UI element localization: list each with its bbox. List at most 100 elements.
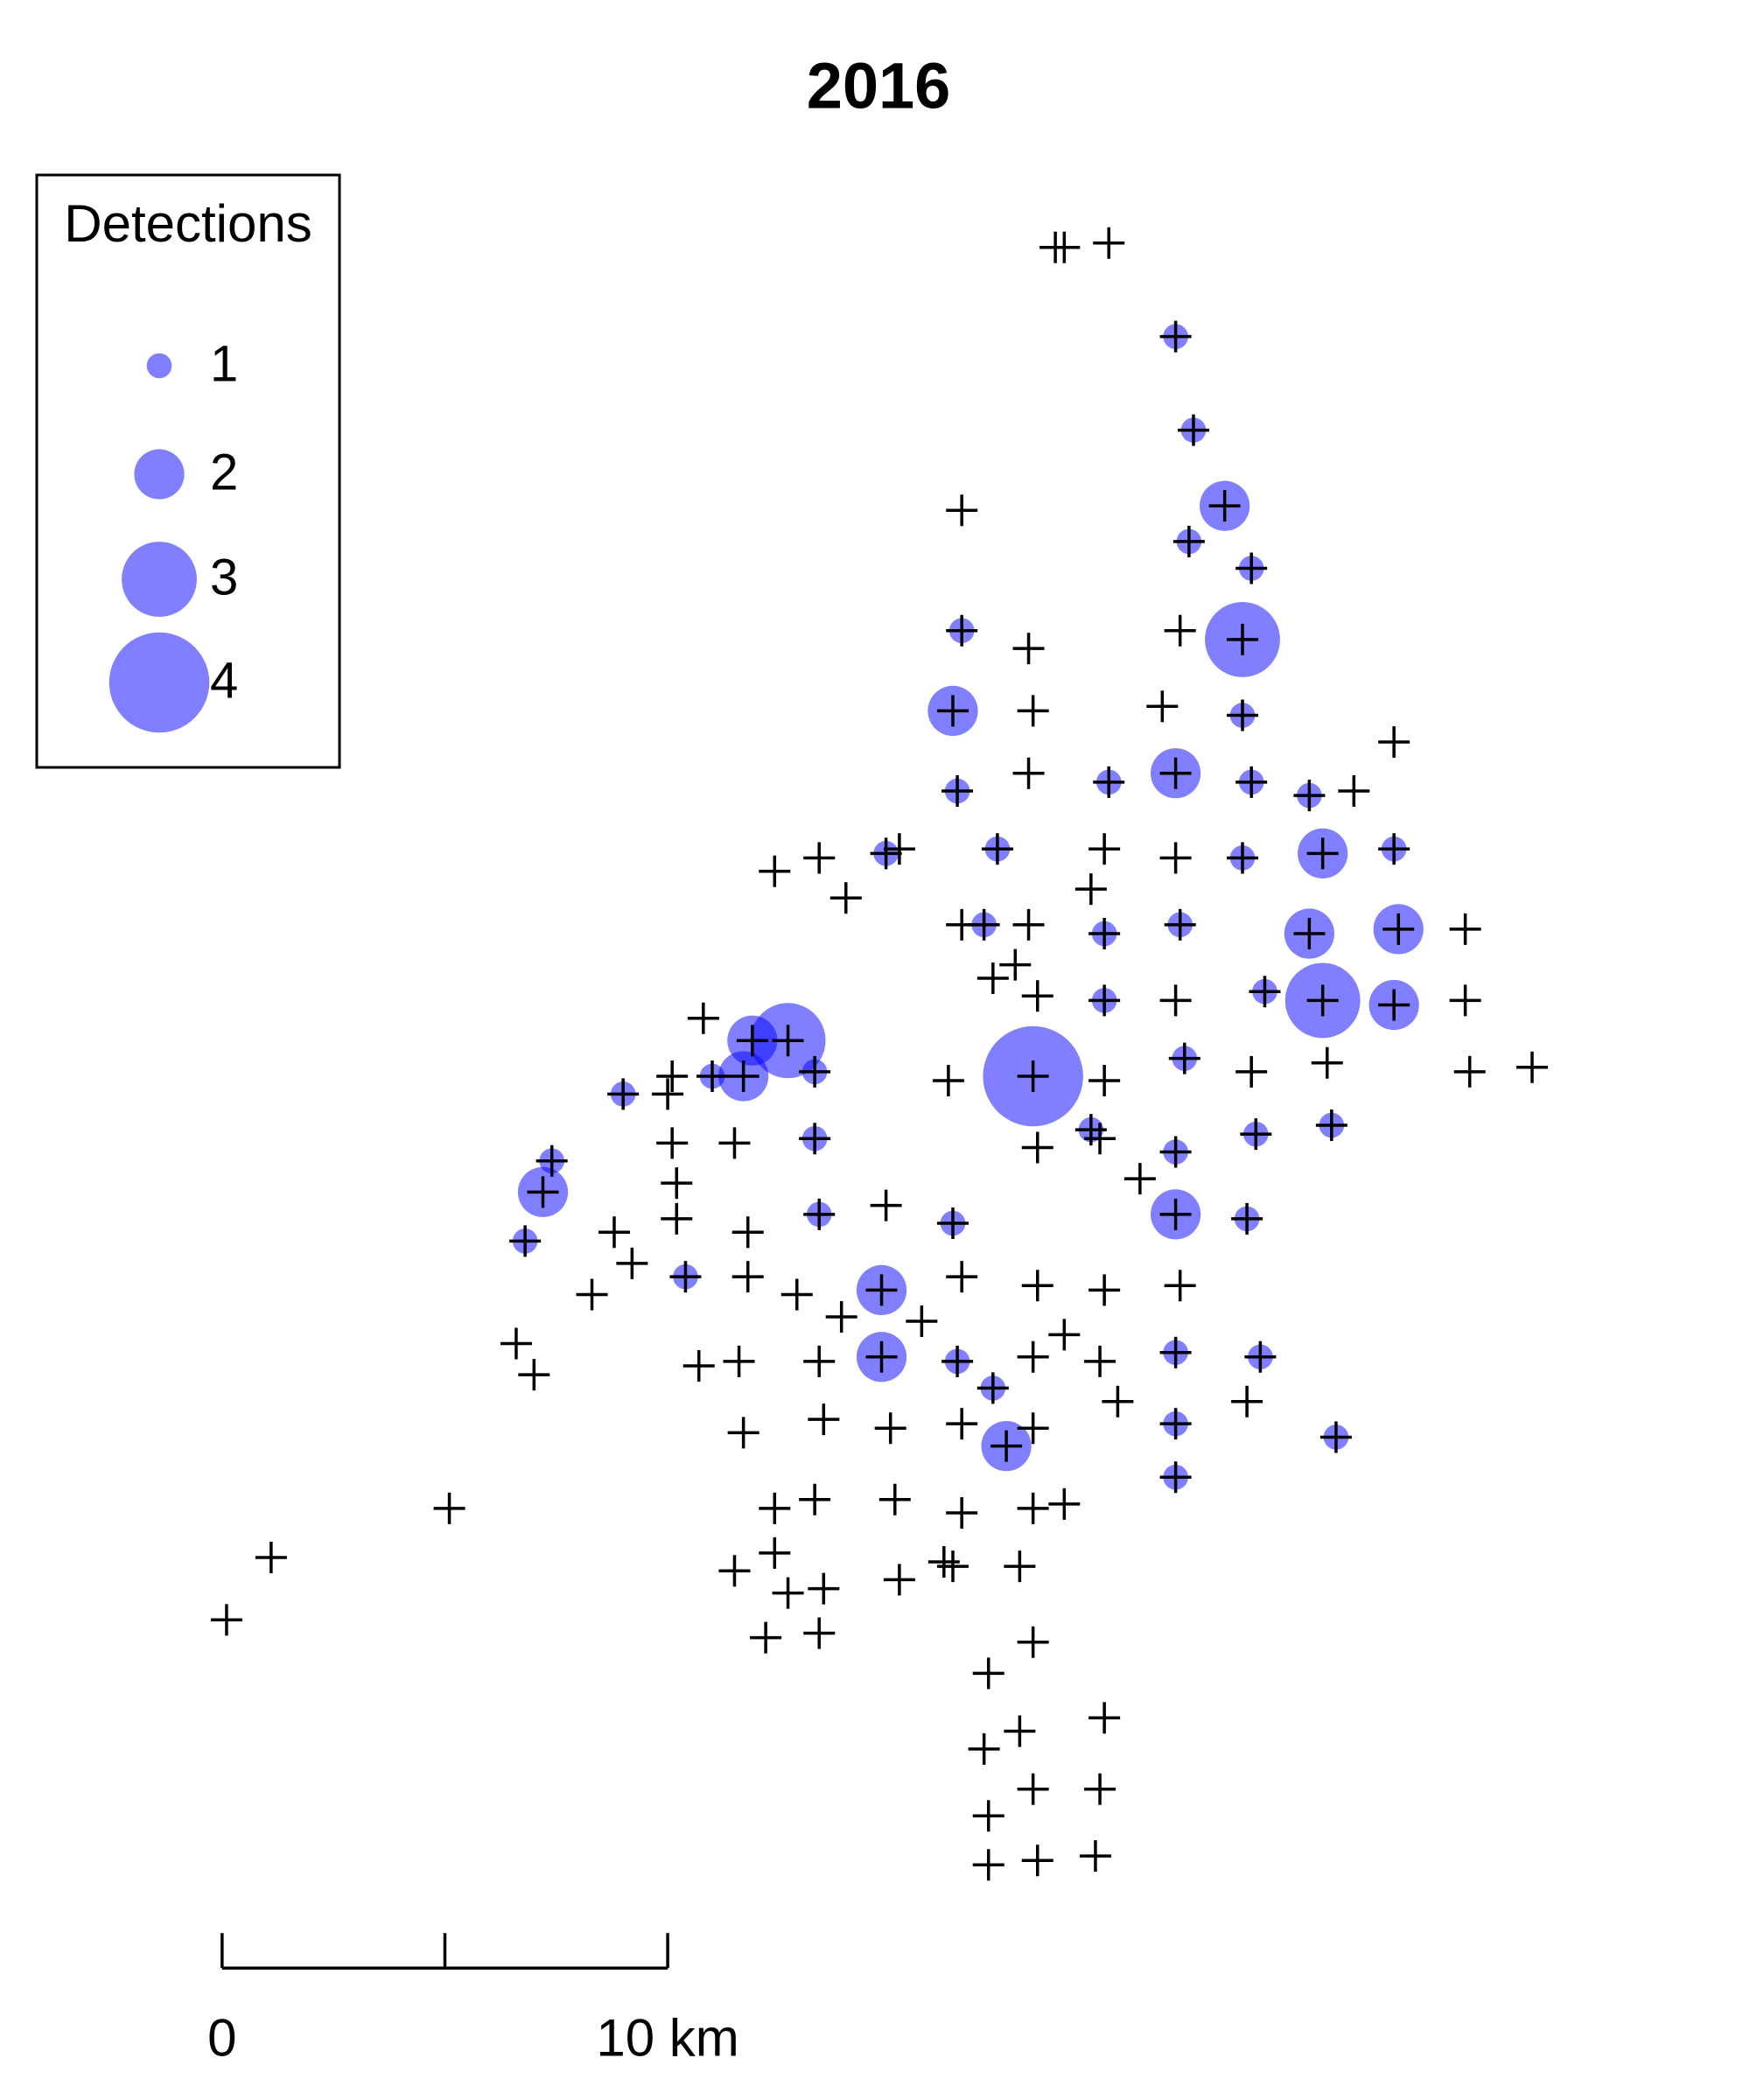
station-cross	[870, 837, 902, 870]
station-cross	[759, 1492, 791, 1524]
station-cross	[990, 1430, 1023, 1462]
station-cross	[936, 1550, 969, 1583]
station-cross	[723, 1345, 755, 1377]
station-cross	[1449, 913, 1481, 945]
station-cross	[1382, 913, 1415, 945]
station-cross	[759, 1536, 791, 1569]
station-cross	[1159, 1136, 1192, 1168]
station-cross	[727, 1060, 760, 1092]
station-cross	[1208, 490, 1241, 522]
station-cross	[1315, 1109, 1348, 1141]
station-cross	[1164, 614, 1196, 647]
station-cross	[1236, 1055, 1268, 1088]
station-cross	[750, 1621, 782, 1654]
station-cross	[883, 833, 915, 865]
station-cross	[527, 1176, 559, 1208]
station-cross	[1088, 984, 1121, 1017]
station-cross	[1012, 633, 1045, 665]
station-cross	[1088, 1274, 1121, 1306]
station-cross	[1021, 1844, 1054, 1877]
station-cross	[972, 1657, 1004, 1690]
station-cross	[652, 1078, 684, 1110]
station-cross	[759, 855, 791, 887]
station-cross	[1146, 690, 1179, 723]
scale-label: 10 km	[596, 2009, 738, 2068]
station-cross	[1048, 1319, 1081, 1351]
station-cross	[1093, 227, 1125, 259]
station-cross	[972, 1800, 1004, 1832]
station-cross	[803, 1345, 836, 1377]
station-cross	[718, 1127, 751, 1159]
station-cross	[972, 1849, 1004, 1881]
station-cross	[1088, 918, 1121, 950]
station-cross	[1226, 699, 1258, 732]
station-cross	[576, 1278, 608, 1311]
station-cross	[1088, 1702, 1121, 1734]
station-cross	[976, 962, 1009, 994]
station-cross	[1249, 976, 1281, 1008]
station-cross	[1017, 1773, 1049, 1805]
station-cross	[883, 1564, 915, 1596]
station-cross	[1012, 908, 1045, 941]
station-cross	[1231, 1202, 1264, 1235]
station-cross	[1040, 231, 1072, 263]
station-cross	[946, 1261, 978, 1293]
station-cross	[1017, 1492, 1049, 1524]
station-cross	[1236, 766, 1268, 798]
station-cross	[518, 1359, 550, 1391]
station-cross	[906, 1306, 938, 1338]
station-cross	[830, 882, 862, 914]
station-cross	[808, 1404, 840, 1436]
station-cross	[981, 833, 1013, 865]
station-cross	[656, 1127, 689, 1159]
station-cross	[772, 1025, 804, 1057]
station-cross	[1004, 1550, 1036, 1583]
station-cross	[1159, 1461, 1192, 1494]
station-cross	[255, 1541, 287, 1573]
station-cross	[870, 1189, 902, 1222]
station-cross	[936, 695, 969, 727]
station-cross	[1159, 320, 1192, 353]
station-cross	[1378, 989, 1410, 1021]
station-cross	[598, 1216, 630, 1249]
station-cross	[1320, 1421, 1352, 1453]
legend-symbol	[146, 353, 172, 379]
station-cross	[942, 1345, 974, 1377]
legend-symbol	[108, 632, 210, 733]
legend-label: 3	[210, 549, 238, 606]
station-cross	[661, 1202, 693, 1235]
station-cross	[1084, 1123, 1116, 1155]
station-cross	[1004, 1715, 1036, 1747]
station-cross	[1017, 1626, 1049, 1658]
station-cross	[1159, 757, 1192, 789]
station-cross	[1236, 552, 1268, 584]
station-cross	[1338, 775, 1370, 808]
station-cross	[669, 1261, 702, 1293]
station-cross	[536, 1144, 568, 1177]
station-cross	[1226, 623, 1258, 655]
station-cross	[1093, 766, 1125, 798]
station-cross	[1021, 1131, 1054, 1164]
station-cross	[803, 1198, 836, 1230]
scale-label: 0	[207, 2009, 236, 2068]
station-cross	[1231, 1385, 1264, 1418]
station-cross	[1017, 1340, 1049, 1373]
legend-label: 4	[210, 652, 238, 709]
station-cross	[1164, 908, 1196, 941]
station-cross	[1306, 837, 1339, 870]
station-cross	[946, 1497, 978, 1530]
station-cross	[732, 1261, 764, 1293]
station-cross	[1079, 1840, 1111, 1872]
station-cross	[803, 842, 836, 874]
station-cross	[732, 1216, 764, 1249]
station-cross	[656, 1060, 689, 1092]
station-cross	[1017, 695, 1049, 727]
station-cross	[1159, 984, 1192, 1017]
station-cross	[1102, 1385, 1134, 1418]
station-cross	[1159, 1198, 1192, 1230]
station-cross	[1177, 414, 1209, 446]
station-cross	[1084, 1345, 1116, 1377]
station-cross	[500, 1327, 532, 1360]
station-cross	[1306, 984, 1339, 1017]
